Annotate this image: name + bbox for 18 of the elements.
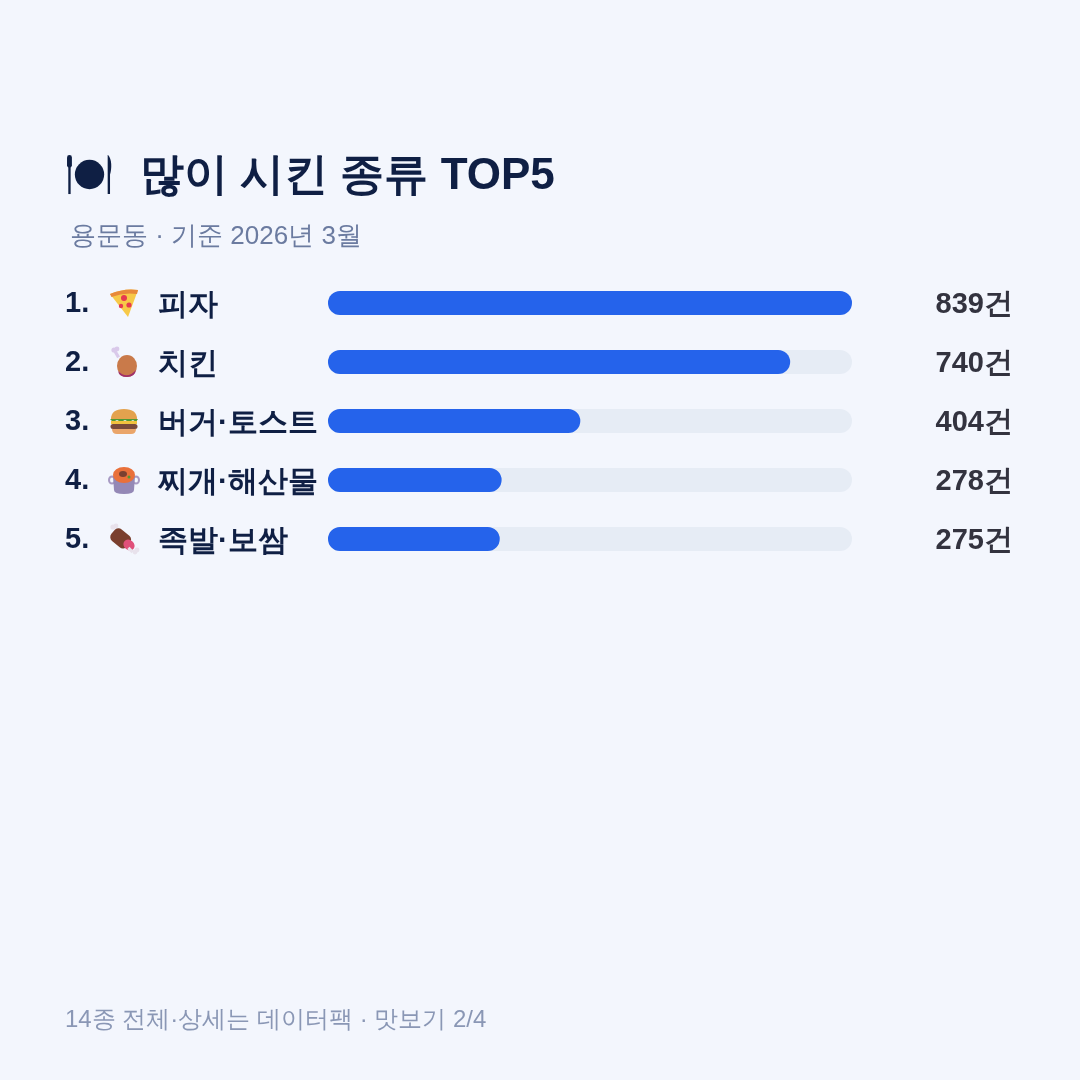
text: 4. <box>65 462 90 495</box>
y-tick-label: 치킨 <box>158 345 218 379</box>
data-label: 404건 <box>935 405 1013 437</box>
text: 5. <box>65 521 90 554</box>
y-tick-label: 족발·보쌈 <box>158 522 288 556</box>
text: 2. <box>65 344 90 377</box>
y-tick-label: 피자 <box>158 286 218 320</box>
text: 3. <box>65 403 90 436</box>
y-tick-label: 찌개·해산물 <box>157 463 318 497</box>
data-label: 740건 <box>935 346 1013 378</box>
text: 1. <box>65 285 90 318</box>
chart-subtitle: 용문동 · 기준 2026년 3월 <box>70 220 362 250</box>
chart-title: 많이 시킨 종류 TOP5 <box>140 148 555 198</box>
data-label: 278건 <box>935 464 1013 496</box>
data-label: 275건 <box>935 523 1013 555</box>
data-label: 839건 <box>935 287 1013 319</box>
y-tick-label: 버거·토스트 <box>158 404 318 438</box>
text: 14종 전체·상세는 데이터팩 · 맛보기 2/4 <box>65 1004 487 1032</box>
